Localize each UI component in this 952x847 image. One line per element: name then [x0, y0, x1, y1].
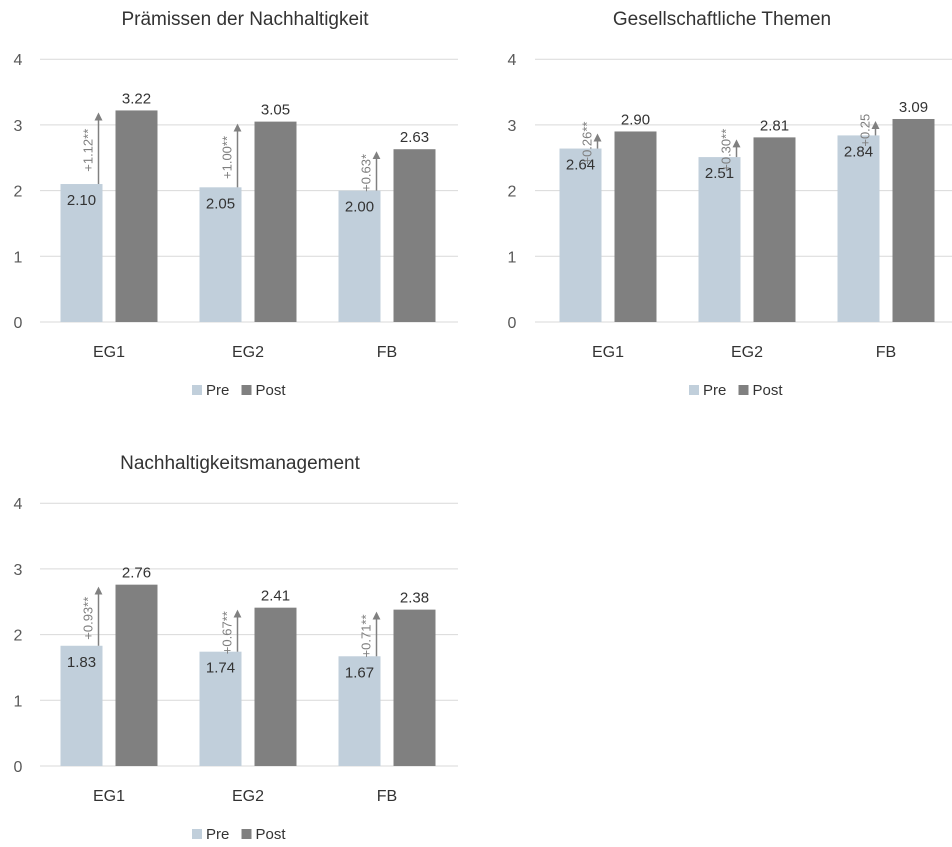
bar-pre [338, 656, 381, 766]
difference-label: +0.93** [81, 597, 96, 640]
chart-title: Prämissen der Nachhaltigkeit [121, 9, 369, 30]
data-label-pre: 2.05 [206, 195, 235, 212]
bar-pre [199, 651, 242, 766]
data-label-post: 2.76 [122, 565, 151, 582]
bar-post [115, 110, 158, 322]
data-label-pre: 2.84 [844, 143, 873, 160]
bar-pre [698, 157, 741, 322]
legend-label: Pre [703, 382, 726, 399]
x-tick-label: FB [377, 788, 397, 805]
data-label-post: 2.38 [400, 590, 429, 607]
y-tick-label: 4 [508, 52, 517, 69]
bar-post [254, 607, 297, 766]
y-tick-label: 1 [508, 249, 517, 266]
x-tick-label: EG1 [592, 344, 624, 361]
legend-label: Post [753, 382, 784, 399]
x-tick-label: FB [377, 344, 397, 361]
data-label-post: 2.90 [621, 111, 650, 128]
difference-label: +0.71** [359, 614, 374, 657]
bar-post [393, 609, 436, 766]
bar-pre [559, 148, 602, 322]
bar-post [254, 121, 297, 323]
bar-pre [199, 187, 242, 322]
legend-label: Pre [206, 826, 229, 843]
bar-pre [60, 645, 103, 766]
data-label-post: 2.41 [261, 588, 290, 605]
legend-label: Post [256, 826, 287, 843]
difference-label: +0.30** [719, 129, 734, 172]
data-label-post: 3.22 [122, 90, 151, 107]
legend-swatch [689, 385, 699, 395]
bar-post [753, 137, 796, 322]
x-tick-label: EG2 [232, 788, 264, 805]
data-label-post: 2.63 [400, 129, 429, 146]
legend-swatch [241, 829, 252, 839]
y-tick-label: 0 [508, 315, 517, 332]
y-tick-label: 2 [14, 184, 23, 201]
y-tick-label: 0 [14, 759, 23, 776]
bar-post [393, 149, 436, 322]
data-label-pre: 1.67 [345, 664, 374, 681]
data-label-post: 3.09 [899, 99, 928, 116]
y-tick-label: 4 [14, 496, 23, 513]
difference-label: +1.12** [81, 129, 96, 172]
bar-pre [60, 184, 103, 322]
y-tick-label: 0 [14, 315, 23, 332]
bar-post [892, 118, 935, 322]
data-label-post: 3.05 [261, 102, 290, 119]
bar-post [115, 584, 158, 766]
y-tick-label: 3 [14, 118, 23, 135]
chart-panel-1: Prämissen der Nachhaltigkeit 0 1 2 3 4 2.10 3.2… [14, 9, 458, 399]
data-label-pre: 2.10 [67, 192, 96, 209]
y-tick-label: 4 [14, 52, 23, 69]
data-label-post: 2.81 [760, 117, 789, 134]
bar-pre [338, 190, 381, 322]
y-tick-label: 3 [14, 562, 23, 579]
legend-label: Pre [206, 382, 229, 399]
difference-label: +0.63* [359, 154, 374, 192]
legend-swatch [192, 829, 202, 839]
legend-label: Post [256, 382, 287, 399]
x-tick-label: EG1 [93, 788, 125, 805]
difference-label: +0.26** [580, 122, 595, 165]
data-label-pre: 2.64 [566, 157, 595, 174]
y-tick-label: 2 [508, 184, 517, 201]
y-tick-label: 3 [508, 118, 517, 135]
difference-label: +0.25 [858, 114, 873, 147]
legend-swatch [241, 385, 252, 395]
chart-panel-3: Nachhaltigkeitsmanagement 0 1 2 3 4 1.83 2.76 +0… [14, 453, 458, 843]
chart-title: Nachhaltigkeitsmanagement [120, 453, 360, 474]
bar-pre [837, 135, 880, 322]
data-label-pre: 2.00 [345, 199, 374, 216]
legend-swatch [738, 385, 749, 395]
x-tick-label: FB [876, 344, 896, 361]
legend-swatch [192, 385, 202, 395]
data-label-pre: 1.74 [206, 660, 235, 677]
y-tick-label: 2 [14, 628, 23, 645]
data-label-pre: 1.83 [67, 654, 96, 671]
y-tick-label: 1 [14, 249, 23, 266]
chart-title: Gesellschaftliche Themen [613, 9, 831, 30]
y-tick-label: 1 [14, 693, 23, 710]
x-tick-label: EG1 [93, 344, 125, 361]
data-label-pre: 2.51 [705, 165, 734, 182]
chart-panel-2: Gesellschaftliche Themen 0 1 2 3 4 2.64 2.90 +0.… [508, 9, 952, 399]
x-tick-label: EG2 [731, 344, 763, 361]
difference-label: +0.67** [220, 611, 235, 654]
difference-label: +1.00** [220, 136, 235, 179]
x-tick-label: EG2 [232, 344, 264, 361]
bar-post [614, 131, 657, 322]
